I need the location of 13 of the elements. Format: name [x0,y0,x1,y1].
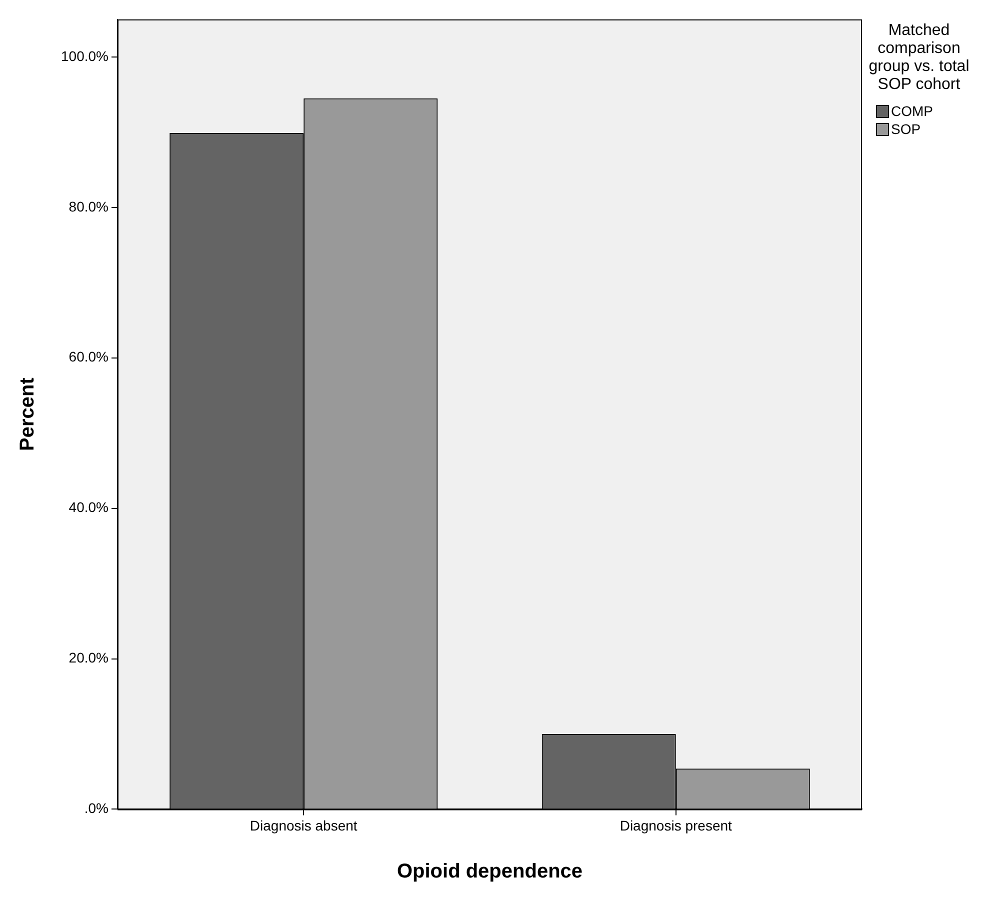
y-tick-label: 60.0% [68,348,108,365]
y-tick-label: 80.0% [68,198,108,214]
x-axis-title: Opioid dependence [396,860,583,883]
x-tick-label: Diagnosis absent [250,817,358,834]
x-tick-label: Diagnosis present [620,817,732,834]
y-tick-label: 100.0% [61,48,108,64]
legend-label: SOP [891,121,921,137]
y-tick-label: .0% [84,800,108,816]
legend-label: COMP [891,103,933,119]
y-tick-label: 40.0% [68,499,108,516]
y-tick-label: 20.0% [68,650,108,666]
legend-title: Matched comparison group vs. total SOP cohort [868,22,970,94]
y-axis-title: Percent [16,377,39,451]
